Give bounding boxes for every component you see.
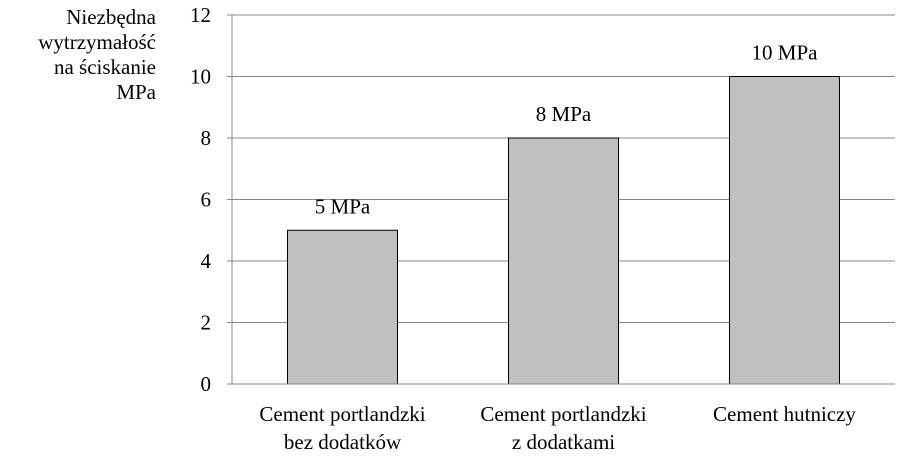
y-tick-label: 6: [201, 188, 212, 212]
category-label: bez dodatków: [284, 430, 402, 454]
data-label: 10 MPa: [752, 41, 819, 65]
bars: [287, 76, 840, 385]
category-label: Cement hutniczy: [713, 402, 856, 426]
y-tick-label: 0: [201, 372, 212, 396]
category-label: Cement portlandzki: [259, 402, 425, 426]
category-label: Cement portlandzki: [480, 402, 646, 426]
y-tick-label: 10: [190, 65, 211, 89]
y-tick-labels: 0 2 4 6 8 10 12: [190, 3, 212, 396]
bar: [729, 76, 840, 385]
data-labels: 5 MPa 8 MPa 10 MPa: [315, 41, 818, 219]
bar: [508, 137, 619, 385]
y-axis-label-line: Niezbędna: [66, 5, 156, 29]
data-label: 5 MPa: [315, 194, 371, 218]
axes: [227, 14, 895, 385]
y-tick-label: 12: [190, 3, 211, 27]
category-label: z dodatkami: [512, 430, 615, 454]
y-axis-label-line: wytrzymałość: [38, 30, 156, 54]
category-labels: Cement portlandzki bez dodatków Cement por…: [259, 402, 856, 454]
y-tick-label: 2: [201, 311, 212, 335]
bar: [287, 229, 398, 385]
y-axis-label-line: MPa: [116, 80, 156, 104]
y-tick-label: 4: [201, 249, 212, 273]
y-tick-label: 8: [201, 126, 212, 150]
data-label: 8 MPa: [536, 102, 592, 126]
y-axis-label-line: na ściskanie: [54, 55, 156, 79]
